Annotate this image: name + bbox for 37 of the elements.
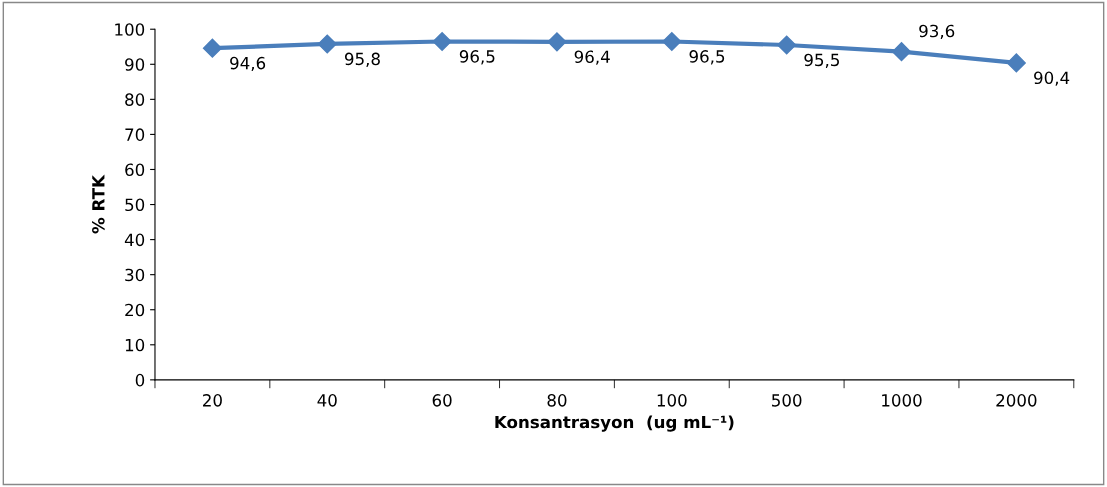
point	[662, 31, 682, 52]
point	[891, 42, 912, 62]
y-tick-label: 0	[135, 373, 145, 387]
x-tick-label: 60	[432, 394, 452, 407]
y-tick-label: 20	[125, 303, 145, 317]
x-tick-label: 500	[772, 394, 802, 407]
data-label: 95,8	[344, 52, 380, 67]
y-tick-label: 50	[125, 198, 145, 212]
point	[547, 32, 567, 52]
y-tick-label: 10	[125, 338, 145, 352]
data-label: 96,5	[459, 50, 495, 65]
x-tick-label: 80	[547, 394, 567, 407]
y-tick-label: 90	[125, 58, 145, 71]
x-tick-label: 20	[203, 394, 222, 407]
data-label: 94,6	[230, 56, 266, 72]
x-tick-label: 100	[657, 394, 687, 407]
point	[777, 35, 797, 55]
data-label: 95,5	[804, 53, 839, 68]
x-tick-label: 1000	[882, 394, 922, 407]
data-label: 96,4	[574, 50, 610, 65]
y-tick-label: 30	[125, 268, 145, 282]
y-axis-title: % RTK	[92, 174, 105, 234]
y-tick-label: 60	[125, 163, 145, 177]
point	[1006, 53, 1026, 73]
x-tick-label: 40	[317, 394, 337, 407]
y-tick-label: 70	[125, 128, 145, 141]
x-axis-title: Konsantrasyon (ug mL⁻¹)	[495, 415, 734, 432]
y-tick-label: 40	[124, 233, 145, 247]
data-label: 90,4	[1034, 71, 1070, 86]
y-tick-label: 100	[115, 23, 145, 36]
data-label: 93,6	[919, 24, 955, 40]
y-tick-label: 80	[125, 93, 145, 106]
data-label: 96,5	[689, 50, 725, 65]
point	[202, 38, 222, 58]
point	[317, 34, 337, 54]
x-tick-label: 2000	[996, 394, 1037, 407]
point	[432, 31, 452, 52]
